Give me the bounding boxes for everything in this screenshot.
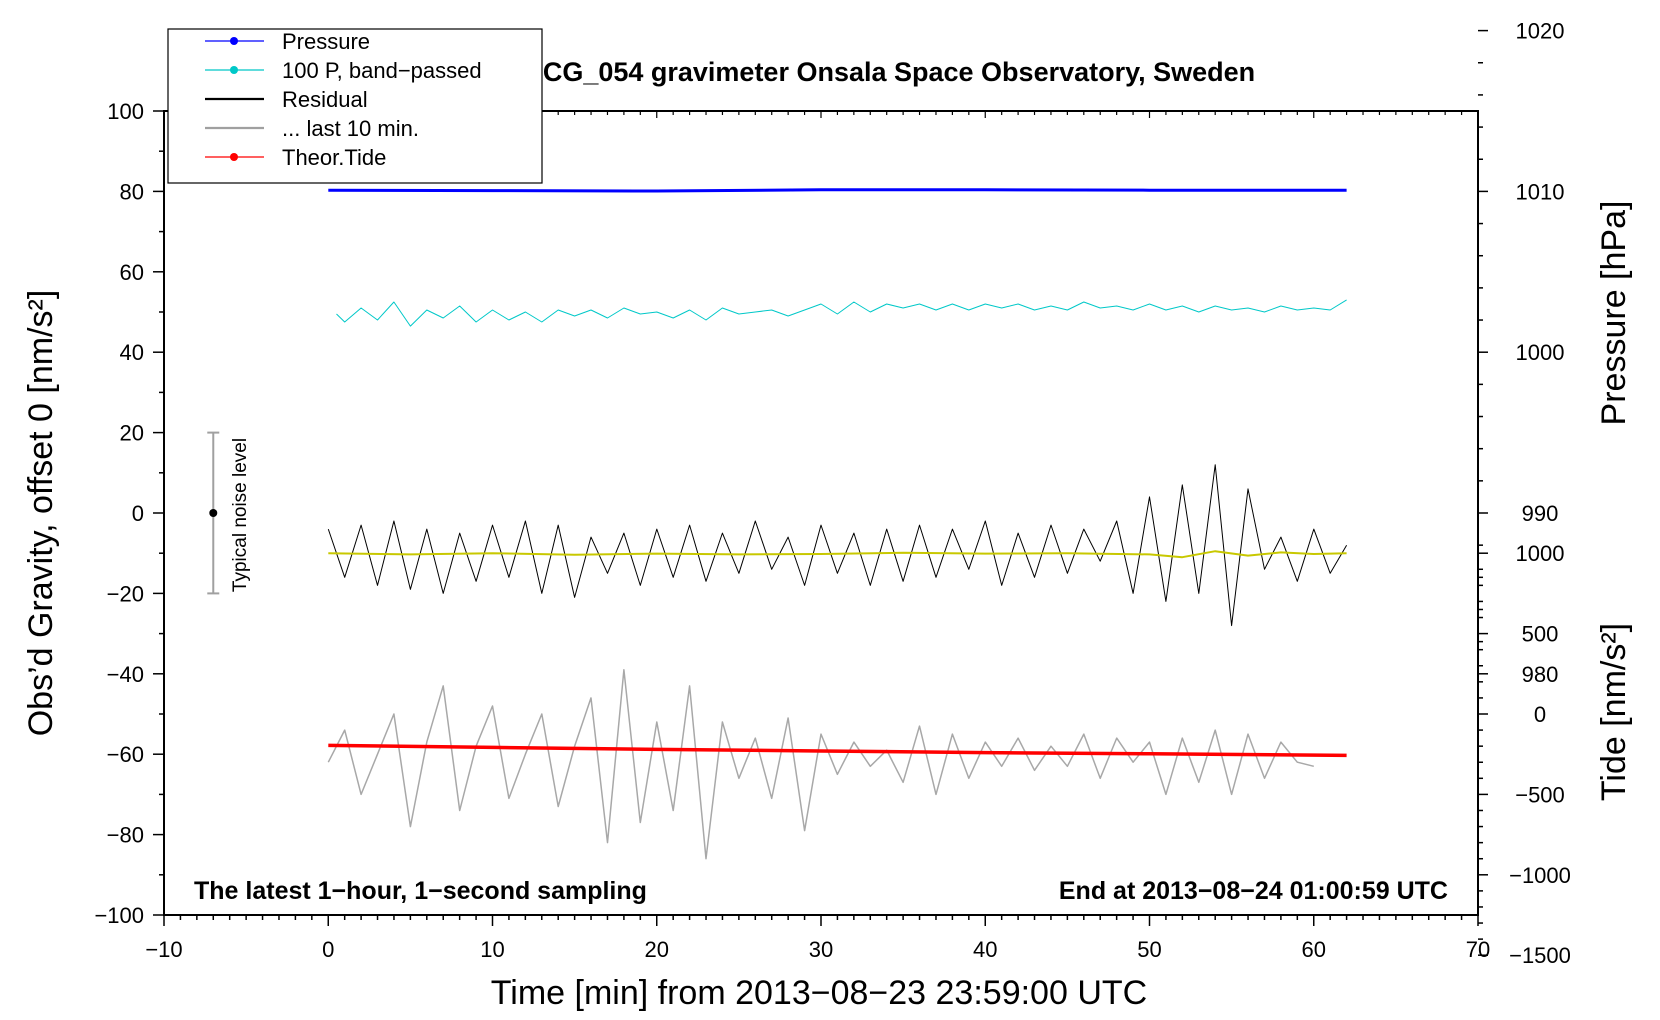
x-tick-label: 10 (480, 937, 504, 962)
tick-labels: −10 0 10 20 30 40 50 60 70−100−80−60−40−20020406… (94, 19, 1571, 969)
y-axis-label-left: Obs’d Gravity, offset 0 [nm/s²] (22, 290, 60, 737)
legend: Pressure 100 P, band−passed Residual ... la… (167, 28, 543, 184)
legend-marker-100-p-band-passed (230, 66, 238, 74)
annotation-end-time: End at 2013−08−24 01:00:59 UTC (1059, 877, 1448, 905)
x-tick-label: 30 (809, 937, 833, 962)
series-pressure (328, 188, 1347, 193)
pressure-tick-label: 990 (1522, 501, 1559, 526)
x-tick-label: 20 (645, 937, 669, 962)
series-100-p-band-passed (336, 299, 1347, 327)
y-tick-label: −80 (107, 823, 144, 848)
series-residual-smoothed (328, 550, 1347, 559)
pressure-axis-ticks (1478, 29, 1488, 675)
x-tick-label: 70 (1466, 937, 1490, 962)
legend-label-last-10-min: ... last 10 min. (282, 116, 419, 141)
tide-tick-label: −1500 (1509, 943, 1571, 968)
y-tick-label: −60 (107, 742, 144, 767)
chart-title: SCG_054 gravimeter Onsala Space Observat… (525, 57, 1255, 87)
y-tick-label: 20 (120, 421, 144, 446)
legend-box (167, 28, 543, 184)
legend-marker-pressure (230, 37, 238, 45)
y-axis-label-tide: Tide [nm/s²] (1595, 623, 1633, 801)
legend-label-residual: Residual (282, 87, 368, 112)
pressure-tick-label: 980 (1522, 662, 1559, 687)
x-tick-label: −10 (145, 937, 182, 962)
x-axis-label: Time [min] from 2013−08−23 23:59:00 UTC (491, 974, 1147, 1012)
tide-tick-label: −1000 (1509, 863, 1571, 888)
y-tick-label: 80 (120, 179, 144, 204)
pressure-tick-label: 1000 (1516, 340, 1565, 365)
legend-label-100-p-band-passed: 100 P, band−passed (282, 58, 482, 83)
series-layer (327, 188, 1348, 860)
legend-marker-theor-tide (230, 153, 238, 161)
y-tick-label: 40 (120, 340, 144, 365)
y-axis-label-pressure: Pressure [hPa] (1595, 201, 1633, 426)
tide-tick-label: 0 (1534, 702, 1546, 727)
series-theor-tide (328, 743, 1347, 758)
series-last-10-min (327, 669, 1314, 860)
y-tick-label: 0 (132, 501, 144, 526)
tide-tick-label: −500 (1515, 782, 1565, 807)
tide-tick-label: 500 (1522, 622, 1559, 647)
y-tick-label: −100 (94, 903, 144, 928)
x-tick-label: 0 (322, 937, 334, 962)
tide-axis-ticks (1478, 552, 1488, 956)
noise-level-label: Typical noise level (230, 438, 251, 592)
y-axis-ticks (153, 110, 164, 916)
x-tick-label: 40 (973, 937, 997, 962)
annotation-sampling: The latest 1−hour, 1−second sampling (194, 877, 647, 905)
y-tick-label: 60 (120, 260, 144, 285)
pressure-tick-label: 1010 (1516, 179, 1565, 204)
legend-label-pressure: Pressure (282, 29, 370, 54)
pressure-tick-label: 1020 (1516, 19, 1565, 44)
noise-indicator (207, 431, 220, 595)
tide-tick-label: 1000 (1516, 541, 1565, 566)
y-tick-label: −40 (107, 662, 144, 687)
y-tick-label: 100 (107, 99, 144, 124)
y-tick-label: −20 (107, 581, 144, 606)
legend-label-theor-tide: Theor.Tide (282, 145, 386, 170)
x-tick-label: 50 (1137, 937, 1161, 962)
noise-bar-center-dot (209, 509, 218, 517)
series-residual (327, 464, 1348, 627)
x-tick-label: 60 (1302, 937, 1326, 962)
